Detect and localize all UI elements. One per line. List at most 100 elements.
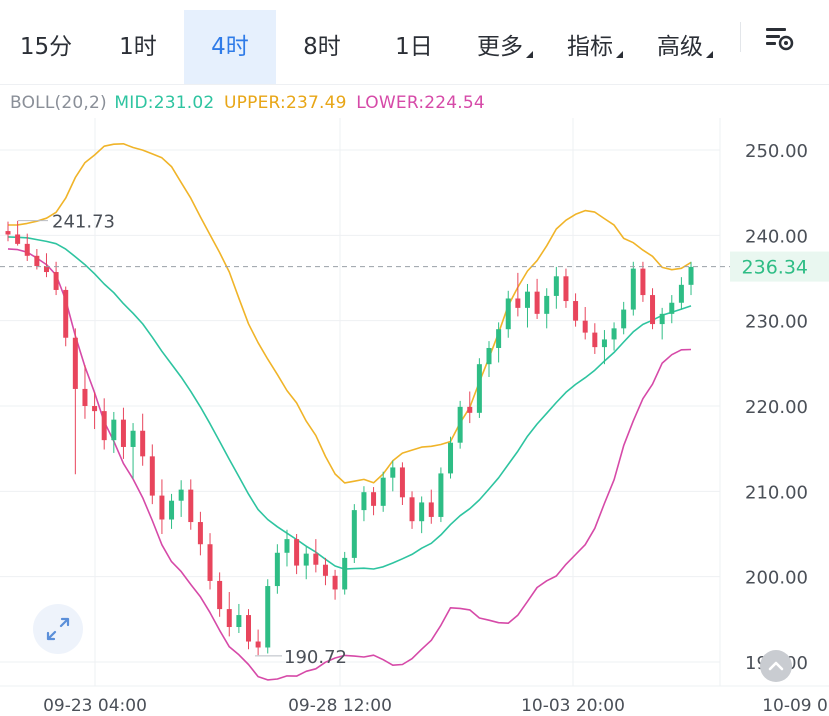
candle	[130, 423, 136, 479]
expand-chart-button[interactable]	[33, 604, 83, 654]
dropdown-triangle-icon	[706, 51, 713, 58]
candle	[72, 328, 78, 475]
candle	[53, 261, 59, 296]
candle	[82, 365, 88, 419]
boll-lower-line	[7, 248, 692, 681]
candle	[611, 322, 617, 351]
boll-lower-label: LOWER:	[356, 93, 425, 113]
candle	[573, 293, 579, 327]
candle-body	[496, 329, 502, 348]
candle	[553, 266, 559, 309]
x-tick-label: 09-28 12:00	[288, 696, 392, 716]
candle-body	[5, 231, 11, 235]
y-tick-label: 250.00	[745, 141, 808, 162]
tab-separator	[740, 22, 741, 52]
candle-body	[428, 502, 434, 517]
candle	[448, 436, 454, 479]
candle-body	[92, 406, 98, 412]
candle-body	[467, 406, 473, 413]
candle	[111, 411, 117, 453]
candle	[207, 533, 213, 590]
tab-3[interactable]: 8时	[276, 10, 368, 84]
tab-label: 15分	[19, 34, 73, 60]
candle-body	[399, 467, 405, 498]
tab-7[interactable]: 高级	[640, 10, 730, 84]
timeframe-tabbar: 15分 1时 4时 8时 1日 更多 指标 高级	[0, 10, 829, 85]
collapse-button[interactable]	[760, 650, 792, 682]
candle	[361, 486, 367, 522]
candle-body	[197, 522, 203, 545]
candle	[524, 283, 530, 328]
candle	[563, 268, 569, 308]
candle	[438, 467, 444, 523]
candle	[399, 462, 405, 505]
candle	[322, 557, 328, 586]
candle-body	[448, 442, 454, 474]
candle	[236, 603, 242, 633]
candle-body	[553, 276, 559, 296]
last-price-tag	[730, 251, 829, 282]
candle-body	[130, 430, 136, 447]
tab-0[interactable]: 15分	[0, 10, 92, 84]
candle-body	[621, 309, 627, 329]
candle-body	[207, 544, 213, 581]
boll-mid-line	[7, 236, 692, 570]
candle	[601, 330, 607, 365]
x-tick-label: 10-09 0	[762, 696, 828, 716]
candle	[371, 487, 377, 516]
candle	[274, 544, 280, 594]
candle	[688, 261, 694, 296]
chart-settings-icon	[766, 28, 794, 51]
candle	[63, 286, 69, 347]
candle-body	[371, 492, 377, 506]
candle	[159, 479, 165, 534]
candle-body	[390, 467, 396, 478]
tab-4[interactable]: 1日	[368, 10, 460, 84]
x-tick-label: 09-23 04:00	[43, 696, 147, 716]
tab-1[interactable]: 1时	[92, 10, 184, 84]
candle-body	[659, 313, 665, 325]
candle	[457, 400, 463, 449]
candle-body	[15, 234, 21, 244]
boll-upper-line	[7, 143, 692, 484]
dropdown-triangle-icon	[526, 51, 533, 58]
candle-body	[303, 553, 309, 566]
candle-body	[505, 298, 511, 330]
candle-body	[544, 295, 550, 314]
candle	[15, 220, 21, 246]
candle-body	[592, 332, 598, 348]
candle	[621, 301, 627, 335]
candle-body	[111, 419, 117, 441]
tab-label: 更多	[477, 34, 523, 60]
tab-2[interactable]: 4时	[184, 10, 276, 84]
candle-body	[678, 284, 684, 303]
candle-body	[255, 641, 261, 648]
candle	[669, 295, 675, 324]
candle-body	[380, 477, 386, 506]
candle	[5, 221, 11, 242]
candle	[351, 504, 357, 564]
candle	[650, 288, 656, 330]
candle-body	[159, 495, 165, 520]
candle	[255, 629, 261, 656]
candle	[284, 529, 290, 567]
candle-body	[630, 268, 636, 310]
candle-body	[140, 430, 146, 457]
chart-settings-button[interactable]	[760, 24, 800, 54]
candle-body	[688, 266, 694, 285]
tab-6[interactable]: 指标	[550, 10, 640, 84]
last-price-label: 236.34	[742, 257, 808, 279]
y-tick-label: 240.00	[745, 226, 808, 247]
tab-5[interactable]: 更多	[460, 10, 550, 84]
x-tick-label: 10-03 20:00	[521, 696, 625, 716]
candle-body	[601, 339, 607, 348]
candle-body	[313, 553, 319, 565]
candle	[409, 491, 415, 529]
candle-body	[265, 586, 271, 648]
boll-legend: BOLL(20,2) MID:231.02 UPPER:237.49 LOWER…	[10, 93, 489, 113]
candle-body	[246, 615, 251, 642]
candle	[505, 290, 511, 338]
candle	[515, 272, 521, 317]
tab-label: 1日	[395, 34, 433, 60]
